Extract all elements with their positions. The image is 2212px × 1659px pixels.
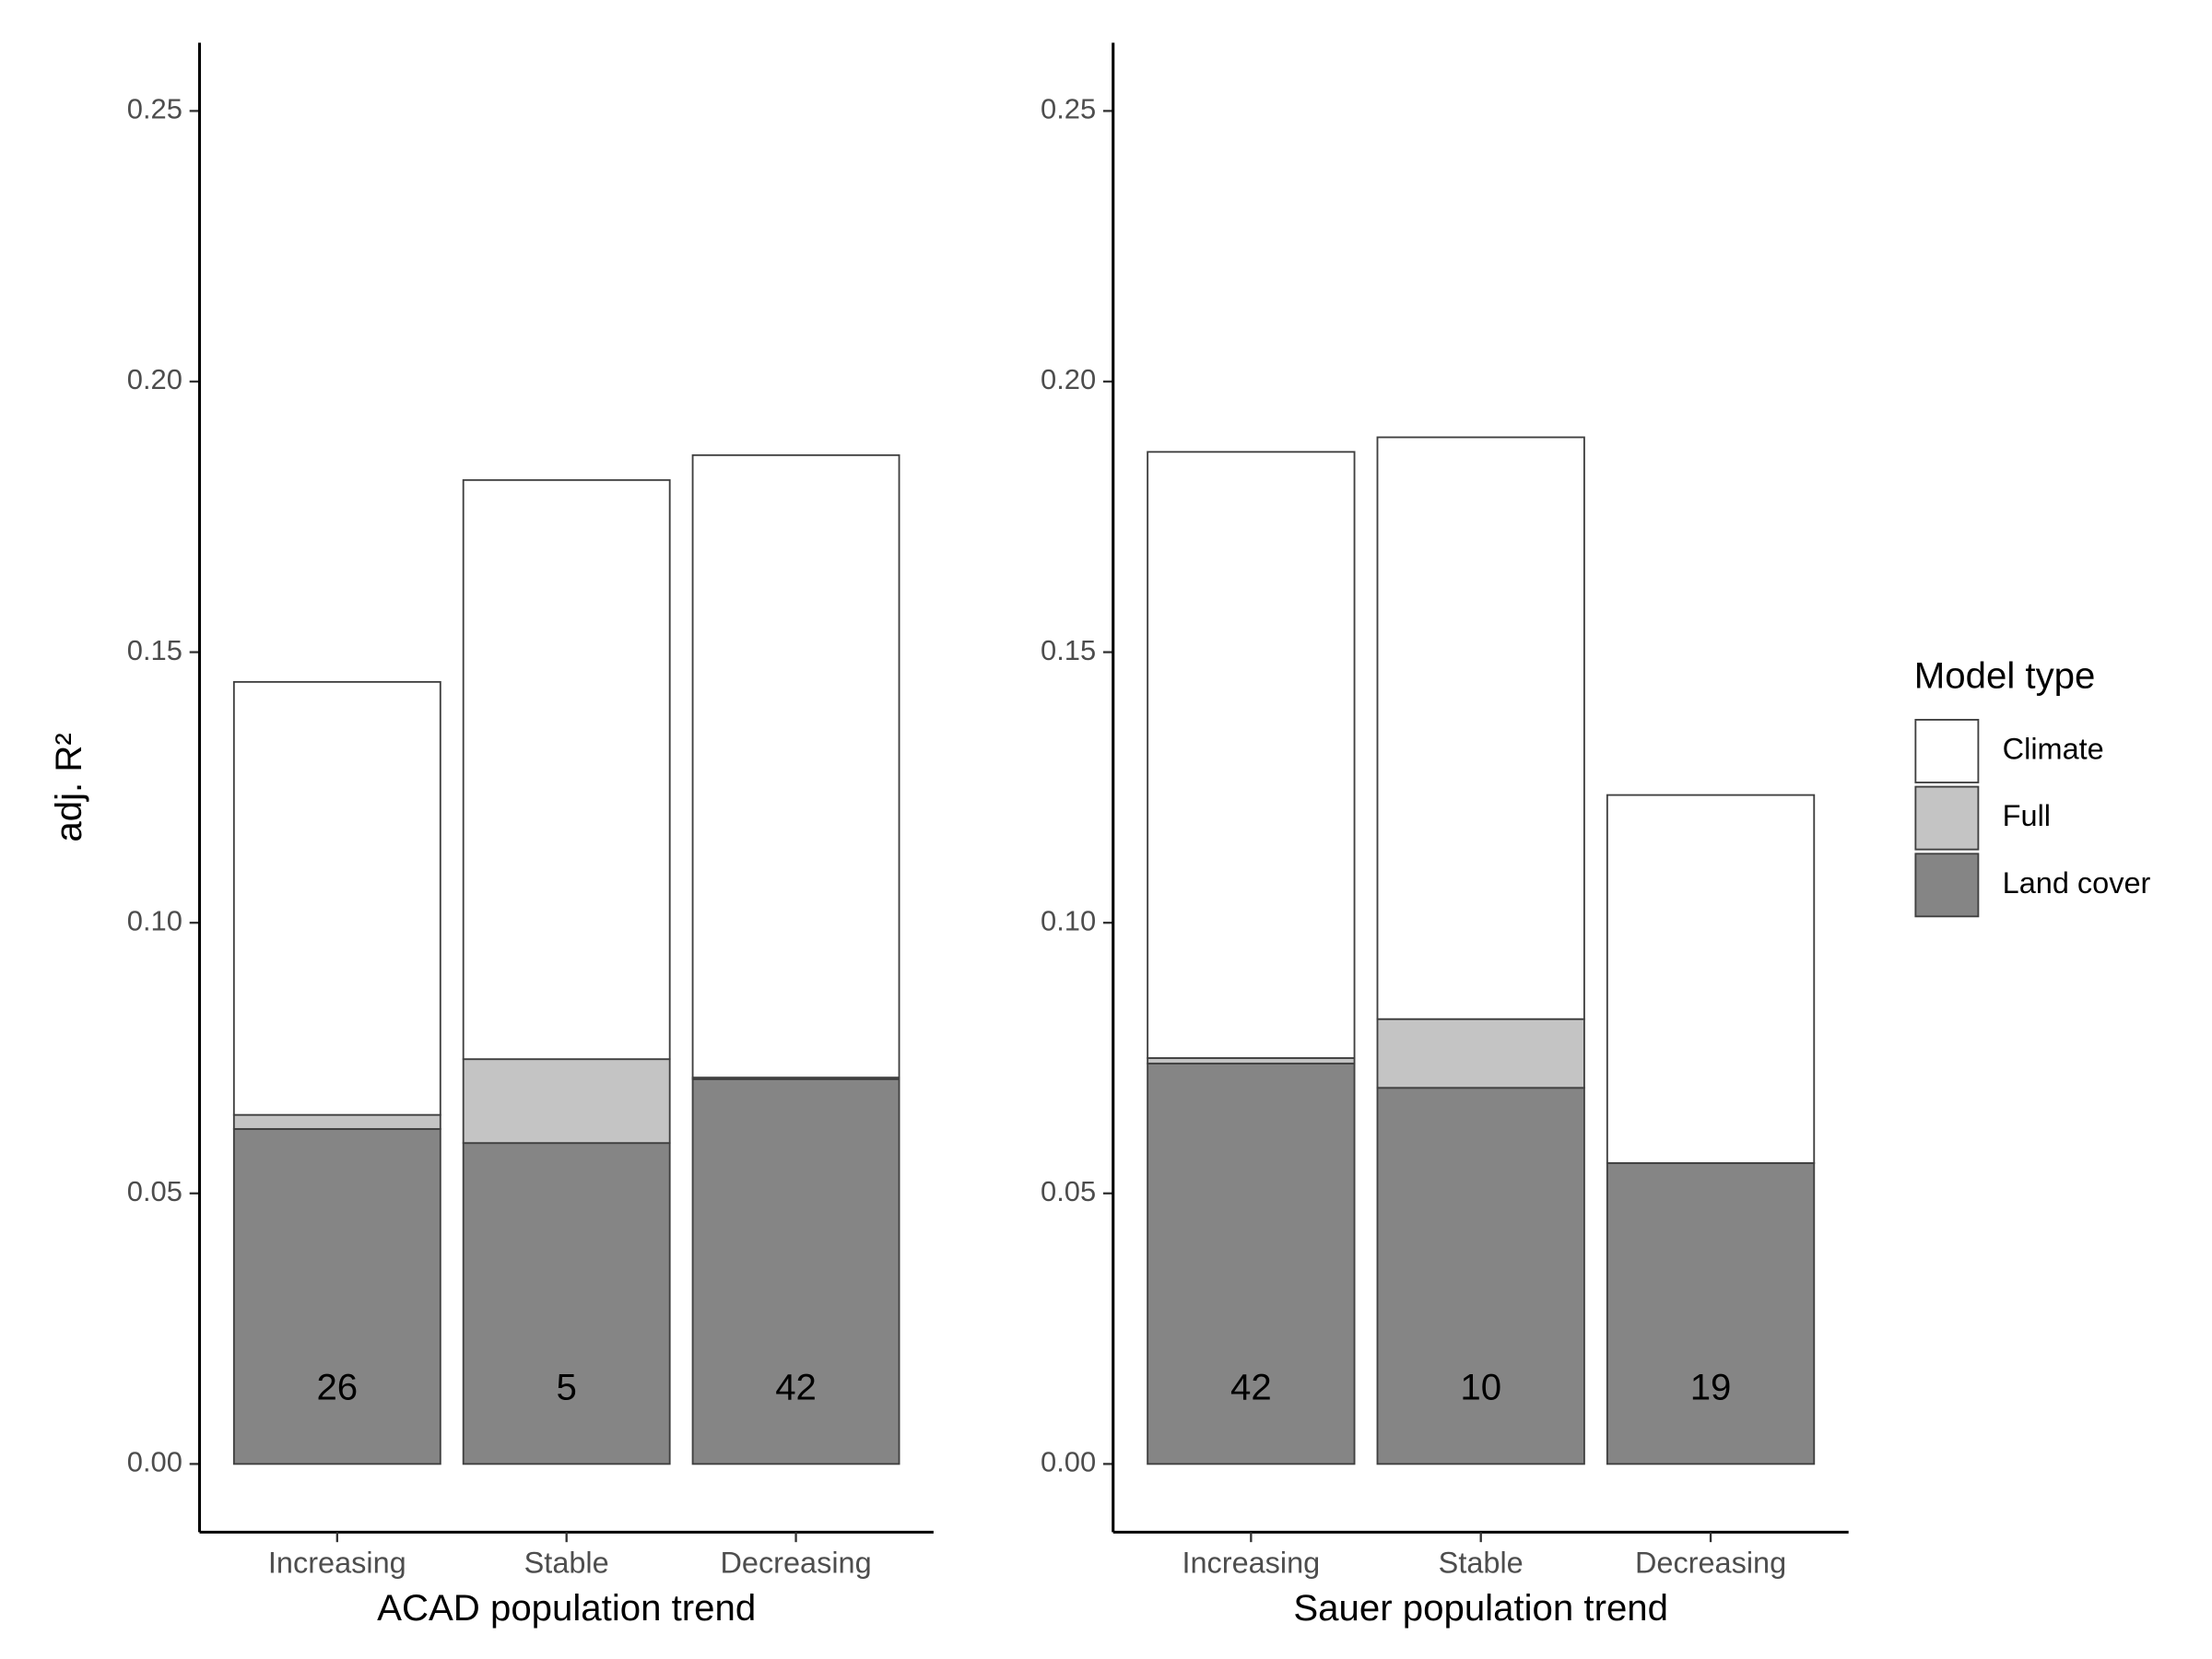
x-tick-label: Decreasing (720, 1547, 871, 1580)
y-tick-label: 0.00 (1041, 1446, 1096, 1478)
y-tick-label: 0.15 (127, 634, 182, 666)
y-tick-label: 0.00 (127, 1446, 182, 1478)
y-tick-label: 0.10 (1041, 904, 1096, 936)
count-label: 5 (557, 1367, 577, 1408)
x-tick-label: Stable (1439, 1547, 1524, 1580)
bar-segment (462, 478, 671, 1061)
count-label: 42 (1230, 1367, 1272, 1408)
y-tick-label: 0.20 (127, 363, 182, 395)
count-label: 42 (775, 1367, 817, 1408)
count-label: 19 (1690, 1367, 1732, 1408)
bar-segment (1376, 436, 1585, 1020)
count-label: 26 (316, 1367, 358, 1408)
bar-segment (1376, 1087, 1585, 1465)
legend-key (1914, 785, 1980, 851)
bar-segment (691, 453, 900, 1079)
y-axis-title: adj. R² (48, 733, 89, 841)
y-tick-label: 0.25 (127, 93, 182, 125)
y-tick-label: 0.10 (127, 904, 182, 936)
bar-segment (232, 1113, 441, 1130)
bar-segment (1606, 1161, 1816, 1465)
legend-title: Model type (1914, 655, 2096, 697)
x-tick-label: Increasing (268, 1547, 406, 1580)
x-axis-title: ACAD population trend (377, 1587, 756, 1629)
bar-segment (232, 680, 441, 1116)
bar-segment (1376, 1018, 1585, 1089)
bar-segment (232, 1127, 441, 1465)
legend-key (1914, 719, 1980, 783)
bar-segment (462, 1058, 671, 1145)
legend-label: Land cover (2003, 866, 2151, 900)
y-tick-label: 0.05 (127, 1175, 182, 1207)
y-tick-label: 0.15 (1041, 634, 1096, 666)
bar-segment (1147, 451, 1356, 1059)
legend-label: Climate (2003, 733, 2104, 766)
legend-label: Full (2003, 799, 2051, 832)
y-tick-label: 0.20 (1041, 363, 1096, 395)
x-tick-label: Stable (524, 1547, 609, 1580)
count-label: 10 (1460, 1367, 1501, 1408)
bar-segment (462, 1142, 671, 1465)
x-tick-label: Increasing (1182, 1547, 1320, 1580)
bar-segment (1606, 794, 1816, 1164)
x-tick-label: Decreasing (1635, 1547, 1786, 1580)
legend-key (1914, 853, 1980, 918)
y-tick-label: 0.25 (1041, 93, 1096, 125)
x-axis-title: Sauer population trend (1293, 1587, 1668, 1629)
y-tick-label: 0.05 (1041, 1175, 1096, 1207)
